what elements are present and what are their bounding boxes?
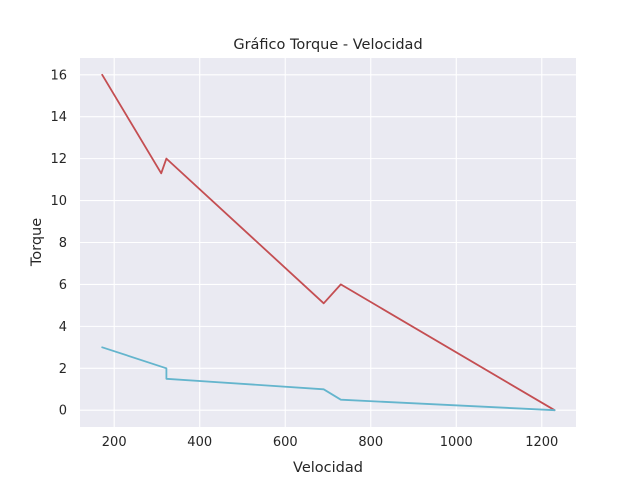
x-tick-label: 800	[358, 435, 383, 450]
y-tick-label: 16	[50, 68, 67, 83]
y-tick-label: 14	[50, 110, 67, 125]
x-tick-label: 400	[187, 435, 212, 450]
chart-title: Gráfico Torque - Velocidad	[233, 37, 422, 53]
y-axis-label: Torque	[29, 218, 45, 267]
y-tick-label: 8	[59, 236, 67, 251]
grid-lines	[80, 58, 576, 427]
y-tick-label: 2	[59, 362, 67, 377]
y-tick-label: 4	[59, 320, 67, 335]
series-line-1	[101, 73, 556, 412]
x-tick-labels: 200 400 600 800 1000 1200	[102, 435, 559, 450]
x-axis-label: Velocidad	[293, 460, 363, 476]
x-tick-label: 200	[102, 435, 127, 450]
series-line-2	[101, 346, 556, 412]
x-tick-label: 600	[273, 435, 298, 450]
x-tick-label: 1200	[525, 435, 558, 450]
y-tick-label: 10	[50, 194, 67, 209]
y-tick-label: 12	[50, 152, 67, 167]
x-tick-label: 1000	[440, 435, 473, 450]
series-lines	[101, 73, 556, 412]
y-tick-labels: 0 2 4 6 8 10 12 14 16	[50, 68, 67, 418]
y-tick-label: 6	[59, 278, 67, 293]
y-tick-label: 0	[59, 404, 67, 419]
